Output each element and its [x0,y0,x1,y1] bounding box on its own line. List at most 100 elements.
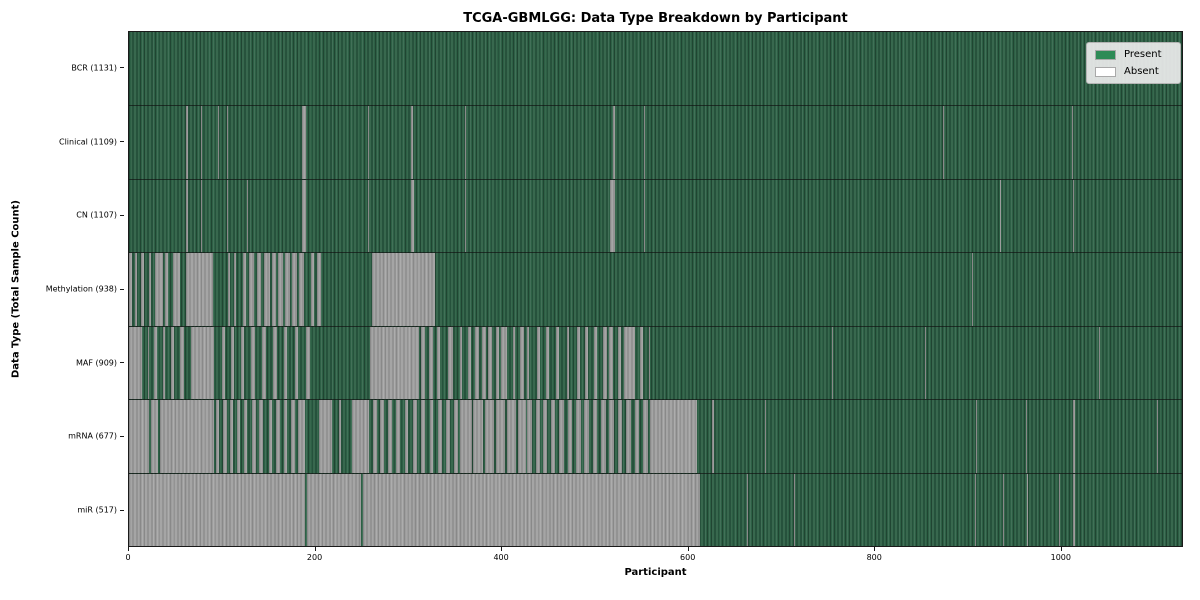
y-tick-label: Methylation (938) [45,284,117,294]
absent-segment [1073,473,1075,546]
absent-segment [256,253,262,326]
absent-segment [527,400,533,473]
absent-segment [446,400,451,473]
absent-segment [601,400,606,473]
absent-segment [165,253,169,326]
legend: Present Absent [1086,42,1181,84]
absent-segment [352,400,370,473]
y-tick-label: Clinical (1109) [59,137,117,147]
absent-segment [624,326,635,400]
absent-segment [1026,473,1028,546]
absent-swatch [1095,66,1116,77]
absent-segment [1072,106,1074,179]
absent-segment [550,400,556,473]
absent-segment [593,326,598,400]
absent-segment [299,253,305,326]
absent-segment [285,253,291,326]
absent-segment [368,106,370,179]
absent-segment [283,326,288,400]
absent-segment [465,179,467,253]
absent-segment [396,400,400,473]
absent-segment [242,253,247,326]
absent-segment [481,326,486,400]
absent-segment [543,400,548,473]
plot-area [128,31,1183,547]
absent-segment [370,326,419,400]
absent-segment [372,253,436,326]
absent-segment [298,400,305,473]
absent-segment [609,400,615,473]
absent-segment [1003,473,1005,546]
absent-segment [634,400,640,473]
absent-segment [368,179,370,253]
absent-segment [372,400,377,473]
absent-segment [240,326,245,400]
absent-segment [264,253,270,326]
absent-segment [535,400,540,473]
absent-segment [585,326,588,400]
y-tick-label: miR (517) [77,505,117,515]
x-tick-label: 600 [680,553,696,562]
absent-segment [999,179,1001,253]
absent-segment [526,326,530,400]
y-tick-label: MAF (909) [75,358,117,368]
absent-segment [411,179,414,253]
absent-segment [191,326,214,400]
absent-segment [1073,400,1075,473]
absent-segment [421,326,426,400]
absent-segment [437,326,440,400]
absent-segment [643,106,645,179]
absent-segment [592,400,598,473]
absent-segment [227,253,230,326]
absent-segment [975,473,977,546]
absent-segment [215,400,220,473]
absent-segment [495,326,499,400]
absent-segment [311,253,315,326]
absent-segment [283,400,288,473]
x-tick-mark [1060,547,1062,551]
absent-segment [429,400,434,473]
absent-segment [764,400,766,473]
absent-segment [305,326,310,400]
absent-segment [942,106,944,179]
absent-segment [306,473,361,546]
absent-segment [1073,179,1074,253]
absent-segment [566,326,570,400]
absent-segment [251,400,256,473]
absent-segment [262,326,266,400]
x-tick-label: 0 [125,553,131,562]
absent-segment [259,400,264,473]
absent-segment [640,326,643,400]
absent-segment [711,400,714,473]
row-bcr [129,32,1182,106]
absent-segment [925,326,926,400]
absent-segment [465,106,467,179]
absent-segment [200,106,202,179]
row-mrna [129,399,1182,473]
absent-segment [976,400,978,473]
x-tick-label: 400 [493,553,509,562]
absent-segment [339,400,342,473]
absent-segment [170,326,174,400]
absent-segment [129,400,150,473]
absent-segment [971,253,973,326]
y-tick-mark [120,509,124,511]
present-swatch [1095,49,1116,60]
absent-segment [154,326,157,400]
y-tick-label: mRNA (677) [68,431,117,441]
absent-segment [617,400,623,473]
absent-segment [302,179,306,253]
absent-segment [200,179,202,253]
absent-segment [459,326,463,400]
absent-segment [556,326,560,400]
x-tick-label: 1000 [1050,553,1071,562]
absent-segment [448,326,453,400]
absent-segment [129,473,305,546]
absent-segment [584,400,589,473]
row-cn [129,178,1182,253]
absent-segment [380,400,385,473]
absent-segment [507,400,517,473]
x-axis-label: Participant [624,567,687,578]
absent-segment [247,179,249,253]
absent-segment [1099,326,1101,400]
